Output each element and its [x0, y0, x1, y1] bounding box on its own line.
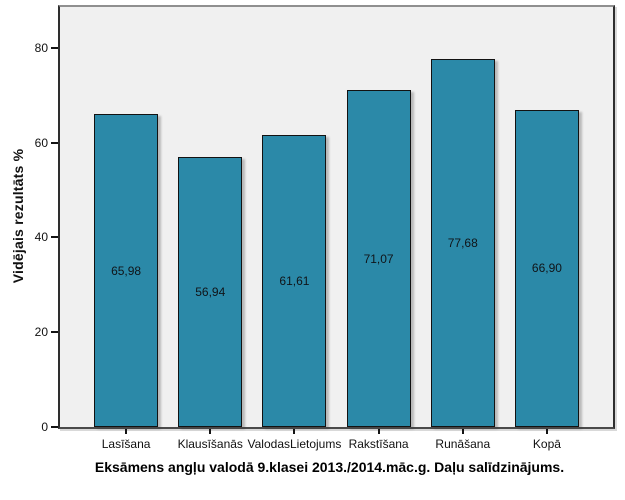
x-tick: Kopā	[505, 429, 589, 461]
bar-1: 65,98	[94, 114, 159, 427]
bar-value-label: 71,07	[363, 251, 394, 266]
x-tick-mark	[125, 429, 128, 434]
x-tick: ValodasLietojums	[248, 429, 341, 461]
x-axis: Lasīšana Klausīšanās ValodasLietojums Rakst…	[60, 429, 613, 461]
y-axis: 0 20 40 60 80	[0, 7, 58, 434]
x-tick: Runāšana	[421, 429, 505, 461]
y-tick-label: 20	[34, 325, 48, 340]
y-tick-label: 60	[34, 135, 48, 150]
y-tick: 20	[35, 325, 58, 339]
y-tick-label: 80	[34, 40, 48, 55]
bar-slot: 66,90	[505, 7, 589, 427]
bar-4: 71,07	[346, 90, 411, 427]
y-tick-mark	[51, 426, 58, 428]
y-tick-mark	[51, 236, 58, 239]
y-tick-mark	[51, 141, 58, 144]
bar-6: 66,90	[514, 109, 579, 427]
bars-container: 65,98 56,94 61,61 71,07 77,68 66,90	[60, 7, 613, 427]
y-tick: 0	[41, 420, 58, 434]
y-tick-mark	[51, 46, 58, 49]
y-tick-mark	[51, 331, 58, 334]
bar-value-label: 65,98	[111, 263, 142, 278]
bar-5: 77,68	[430, 58, 495, 427]
bar-value-label: 77,68	[447, 235, 478, 250]
y-tick: 60	[35, 136, 58, 150]
bar-value-label: 66,90	[531, 261, 562, 276]
x-tick-mark	[377, 429, 380, 434]
x-category-label: Runāšana	[435, 437, 491, 451]
x-category-label: Rakstīšana	[348, 437, 409, 451]
y-tick-label: 0	[41, 420, 48, 434]
bar-slot: 61,61	[252, 7, 336, 427]
x-tick-mark	[209, 429, 212, 434]
x-tick-mark	[293, 429, 296, 434]
x-tick-mark	[545, 429, 548, 434]
bar-2: 56,94	[178, 157, 243, 427]
chart-title: Eksāmens angļu valodā 9.klasei 2013./201…	[94, 459, 565, 475]
y-tick: 80	[35, 41, 58, 55]
bar-slot: 77,68	[421, 7, 505, 427]
y-tick: 40	[35, 230, 58, 244]
x-tick-mark	[461, 429, 464, 434]
x-category-label: Klausīšanās	[177, 437, 243, 451]
plot-area: 65,98 56,94 61,61 71,07 77,68 66,90	[58, 5, 615, 429]
bar-3: 61,61	[262, 134, 327, 427]
x-tick: Lasīšana	[84, 429, 168, 461]
bar-value-label: 61,61	[279, 273, 310, 288]
x-tick: Klausīšanās	[168, 429, 252, 461]
bar-slot: 65,98	[84, 7, 168, 427]
bar-value-label: 56,94	[195, 285, 226, 300]
x-tick: Rakstīšana	[337, 429, 421, 461]
y-tick-label: 40	[34, 230, 48, 245]
bar-slot: 56,94	[168, 7, 252, 427]
x-category-label: Kopā	[532, 437, 561, 451]
bar-slot: 71,07	[337, 7, 421, 427]
x-category-label: Lasīšana	[101, 437, 151, 451]
x-category-label: ValodasLietojums	[247, 437, 342, 451]
